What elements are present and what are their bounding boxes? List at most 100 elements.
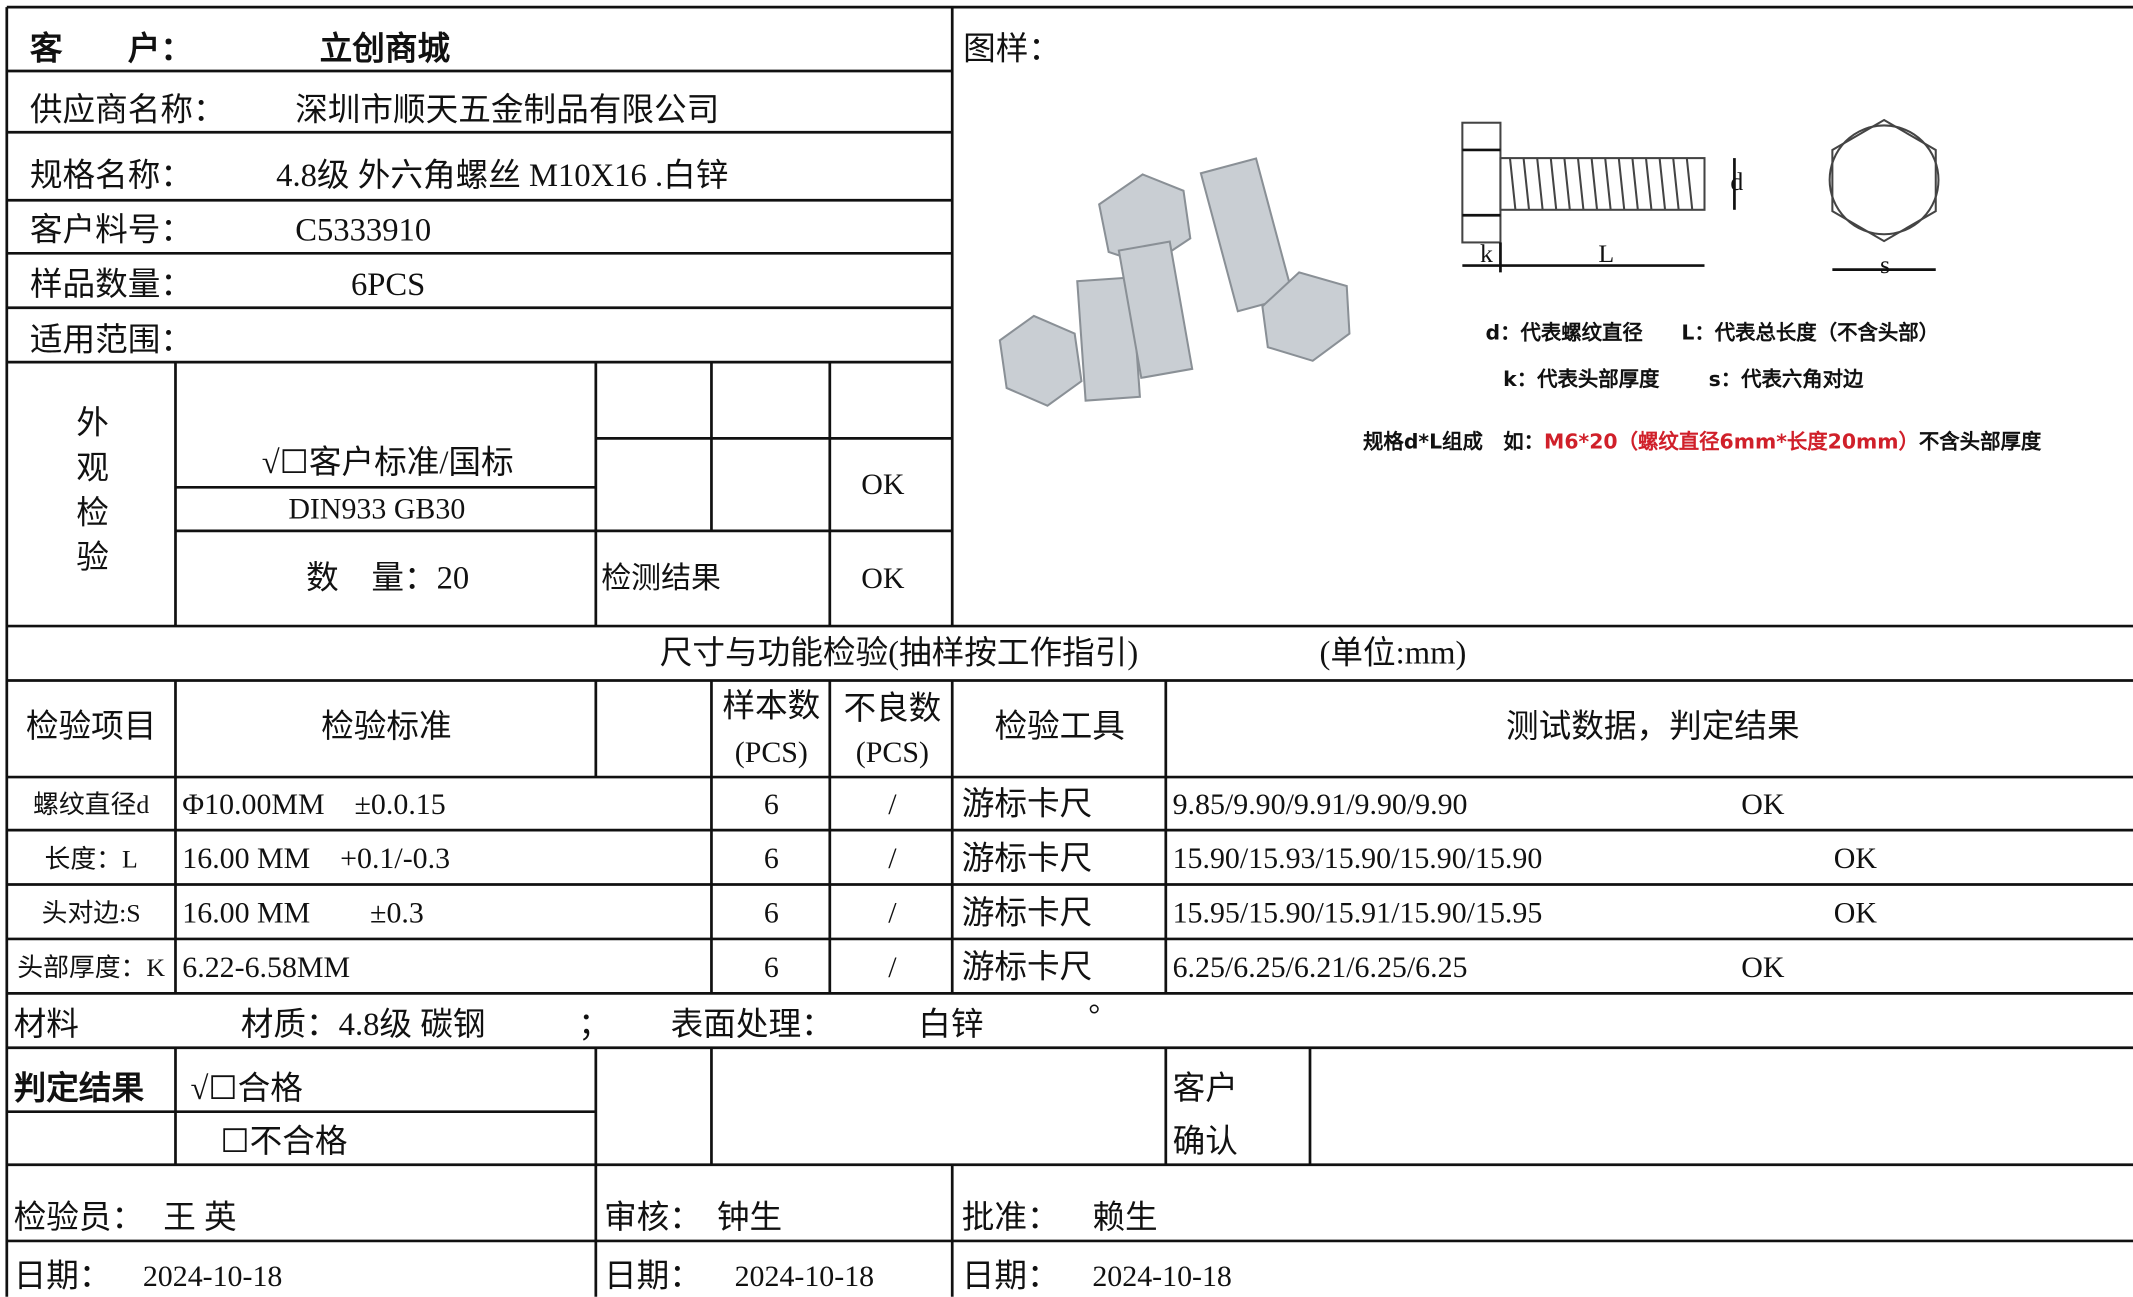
label: 规格名称： bbox=[30, 157, 193, 194]
cell: 6.25/6.25/6.21/6.25/6.25 bbox=[1173, 951, 1468, 984]
column-header: (PCS) bbox=[856, 736, 929, 769]
quantity: 数 量：20 bbox=[306, 560, 469, 597]
grid-lines bbox=[5, 5, 2133, 1297]
value: 钟生 bbox=[717, 1199, 782, 1236]
legend: d：代表螺纹直径 bbox=[1485, 321, 1643, 345]
cell: OK bbox=[1741, 788, 1785, 821]
label: 供应商名称： bbox=[30, 92, 226, 129]
legend: L：代表总长度（不含头部） bbox=[1681, 321, 1939, 345]
cell: 游标卡尺 bbox=[962, 894, 1092, 931]
value: 立创商城 bbox=[320, 30, 451, 67]
cell: 15.95/15.90/15.91/15.90/15.95 bbox=[1173, 897, 1543, 930]
column-header: 检验标准 bbox=[321, 708, 452, 745]
label: 观 bbox=[76, 450, 109, 486]
cell: 16.00 MM ±0.3 bbox=[182, 897, 424, 930]
cell: / bbox=[888, 788, 897, 821]
cell: OK bbox=[1741, 951, 1785, 984]
bolt-photo bbox=[998, 157, 1351, 407]
value: 2024-10-18 bbox=[143, 1260, 283, 1293]
label: 日期： bbox=[14, 1258, 112, 1294]
cell: 16.00 MM +0.1/-0.3 bbox=[182, 842, 450, 875]
fail: ☐不合格 bbox=[220, 1123, 347, 1160]
cell: / bbox=[888, 951, 897, 984]
label: 样品数量： bbox=[30, 266, 193, 303]
note-example: M6*20（螺纹直径6mm*长度20mm） bbox=[1544, 429, 1919, 453]
table-rows: 螺纹直径d Φ10.00MM ±0.0.15 6 / 游标卡尺 9.85/9.90/9.9… bbox=[17, 785, 1877, 985]
result: OK bbox=[861, 562, 905, 595]
cell: 6.22-6.58MM bbox=[182, 951, 350, 984]
label: 检测结果 bbox=[601, 562, 721, 595]
result: OK bbox=[861, 468, 905, 501]
cell: 6 bbox=[764, 897, 779, 930]
column-header: 检验项目 bbox=[26, 708, 157, 745]
cell: 螺纹直径d bbox=[33, 790, 149, 819]
standard-check: √☐客户标准/国标 bbox=[262, 444, 514, 481]
column-header: 检验工具 bbox=[994, 708, 1125, 745]
cell: 头对边:S bbox=[42, 899, 141, 928]
legend: k：代表头部厚度 bbox=[1503, 367, 1660, 391]
cell: 头部厚度：K bbox=[17, 953, 165, 982]
standard: DIN933 GB30 bbox=[288, 493, 465, 526]
label: 检 bbox=[76, 494, 109, 531]
cell: OK bbox=[1834, 897, 1878, 930]
label: 批准： bbox=[962, 1199, 1060, 1236]
label: 确认 bbox=[1173, 1123, 1238, 1160]
dim-label: k bbox=[1480, 239, 1493, 268]
dim-label: L bbox=[1598, 239, 1614, 268]
cell: 游标卡尺 bbox=[962, 840, 1092, 877]
value: C5333910 bbox=[295, 212, 431, 248]
value: 深圳市顺天五金制品有限公司 bbox=[295, 92, 719, 129]
cell: 6 bbox=[764, 951, 779, 984]
note-suffix: 不含头部厚度 bbox=[1919, 429, 2042, 453]
dim-label: s bbox=[1880, 250, 1890, 279]
pass: √☐合格 bbox=[190, 1070, 302, 1107]
unit: (单位:mm) bbox=[1320, 634, 1467, 671]
note: 规格d*L组成 如：M6*20（螺纹直径6mm*长度20mm）不含头部厚度 bbox=[1363, 429, 2042, 453]
dim-label: d bbox=[1730, 167, 1743, 196]
cell: / bbox=[888, 897, 897, 930]
legend: s：代表六角对边 bbox=[1709, 367, 1864, 391]
column-header: 样本数 bbox=[722, 688, 820, 725]
label: 表面处理： bbox=[671, 1006, 834, 1043]
section-title: 尺寸与功能检验(抽样按工作指引) bbox=[660, 634, 1138, 671]
label: 日期： bbox=[604, 1258, 702, 1294]
note-prefix: 规格d*L组成 如： bbox=[1363, 429, 1544, 453]
label: 判定结果 bbox=[14, 1069, 145, 1107]
cell: Φ10.00MM ±0.0.15 bbox=[182, 788, 445, 821]
label: 客 户： bbox=[30, 29, 193, 67]
value: 2024-10-18 bbox=[735, 1260, 875, 1293]
column-header: (PCS) bbox=[735, 736, 808, 769]
label: 外 bbox=[76, 405, 109, 442]
label: 材料 bbox=[14, 1006, 79, 1043]
label: 适用范围： bbox=[30, 322, 193, 359]
mark: ° bbox=[1088, 999, 1100, 1032]
cell: OK bbox=[1834, 842, 1878, 875]
value: 6PCS bbox=[351, 267, 425, 303]
column-header: 测试数据，判定结果 bbox=[1506, 708, 1800, 745]
label: 客户 bbox=[1173, 1070, 1238, 1107]
label: 检验员： bbox=[14, 1199, 145, 1236]
label: 审核： bbox=[604, 1199, 702, 1236]
material: 材质：4.8级 碳钢 bbox=[241, 1006, 486, 1043]
cell: 6 bbox=[764, 842, 779, 875]
cell: 9.85/9.90/9.91/9.90/9.90 bbox=[1173, 788, 1468, 821]
value: 赖生 bbox=[1092, 1199, 1157, 1236]
value: 2024-10-18 bbox=[1092, 1260, 1232, 1293]
cell: 游标卡尺 bbox=[962, 785, 1092, 822]
cell: 6 bbox=[764, 788, 779, 821]
value: 4.8级 外六角螺丝 M10X16 .白锌 bbox=[276, 157, 728, 194]
cell: / bbox=[888, 842, 897, 875]
label: 验 bbox=[76, 539, 109, 576]
label: 客户料号： bbox=[30, 211, 193, 248]
cell: 15.90/15.93/15.90/15.90/15.90 bbox=[1173, 842, 1543, 875]
label: 图样： bbox=[963, 30, 1061, 67]
label: 日期： bbox=[962, 1258, 1060, 1294]
value: 王 英 bbox=[163, 1199, 236, 1236]
cell: 长度：L bbox=[45, 844, 138, 873]
separator: ； bbox=[578, 1007, 611, 1043]
column-header: 不良数 bbox=[843, 690, 941, 727]
